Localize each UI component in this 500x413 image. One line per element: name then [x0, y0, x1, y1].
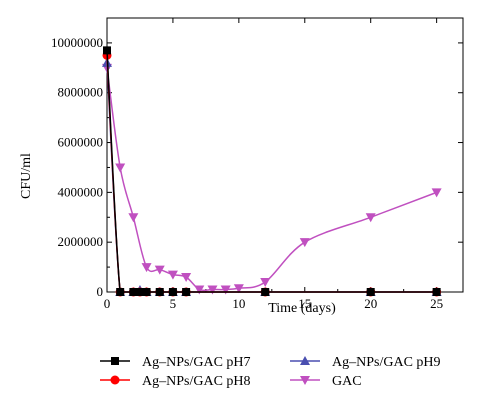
x-tick-label: 20 [364, 296, 377, 311]
legend-item: Ag–NPs/GAC pH7 [100, 355, 251, 370]
series-line [106, 50, 437, 293]
data-point [115, 163, 126, 173]
data-point [135, 288, 144, 296]
x-axis-label: Time (days) [268, 301, 336, 316]
series-line [106, 67, 437, 292]
data-point [116, 288, 125, 296]
legend: Ag–NPs/GAC pH7 Ag–NPs/GAC pH8 Ag–NPs/GAC p… [100, 355, 441, 389]
series-ag-nps-gac-ph7 [103, 46, 441, 296]
legend-item: Ag–NPs/GAC pH9 [290, 355, 441, 370]
legend-item: GAC [290, 374, 362, 389]
y-tick-label: 8000000 [58, 85, 104, 100]
x-tick-label: 5 [170, 296, 177, 311]
data-point [365, 213, 376, 223]
data-point [155, 288, 164, 296]
series-line [106, 62, 437, 293]
data-point [207, 285, 218, 295]
x-tick-label: 10 [232, 296, 245, 311]
x-tick-label: 15 [298, 296, 311, 311]
y-tick-label: 2000000 [58, 234, 104, 249]
series-gac [102, 63, 442, 295]
data-point [233, 284, 244, 294]
data-point [168, 288, 177, 296]
data-point [220, 285, 231, 295]
legend-marker [111, 357, 119, 365]
legend-item: Ag–NPs/GAC pH8 [100, 374, 251, 389]
y-tick-label: 10000000 [51, 35, 103, 50]
x-tick-label: 25 [430, 296, 443, 311]
legend-label: Ag–NPs/GAC pH8 [142, 374, 251, 389]
data-point [181, 273, 192, 283]
y-tick-label: 6000000 [58, 135, 104, 150]
legend-marker [300, 356, 310, 365]
y-tick-label: 4000000 [58, 184, 104, 199]
data-point [128, 213, 139, 223]
series-line [106, 55, 437, 293]
y-axis-label: CFU/ml [19, 153, 34, 199]
legend-marker [110, 375, 120, 385]
data-point [261, 288, 270, 296]
data-point [141, 263, 152, 273]
data-point [194, 285, 205, 295]
data-point [154, 265, 165, 275]
legend-label: GAC [332, 374, 362, 389]
data-point [142, 288, 151, 296]
data-point [431, 188, 442, 198]
legend-label: Ag–NPs/GAC pH7 [142, 355, 251, 370]
data-point [260, 278, 271, 288]
data-point [432, 288, 441, 296]
series-ag-nps-gac-ph8 [102, 50, 442, 297]
data-point [299, 238, 310, 248]
series-ag-nps-gac-ph9 [102, 57, 442, 296]
data-point [129, 288, 138, 296]
legend-label: Ag–NPs/GAC pH9 [332, 355, 441, 370]
data-point [366, 288, 375, 296]
x-tick-label: 0 [104, 296, 111, 311]
data-point [182, 288, 191, 296]
data-point [103, 46, 111, 55]
data-point [167, 270, 178, 280]
legend-marker [300, 376, 310, 385]
y-tick-label: 0 [97, 284, 104, 299]
plot-area-frame [106, 17, 464, 293]
